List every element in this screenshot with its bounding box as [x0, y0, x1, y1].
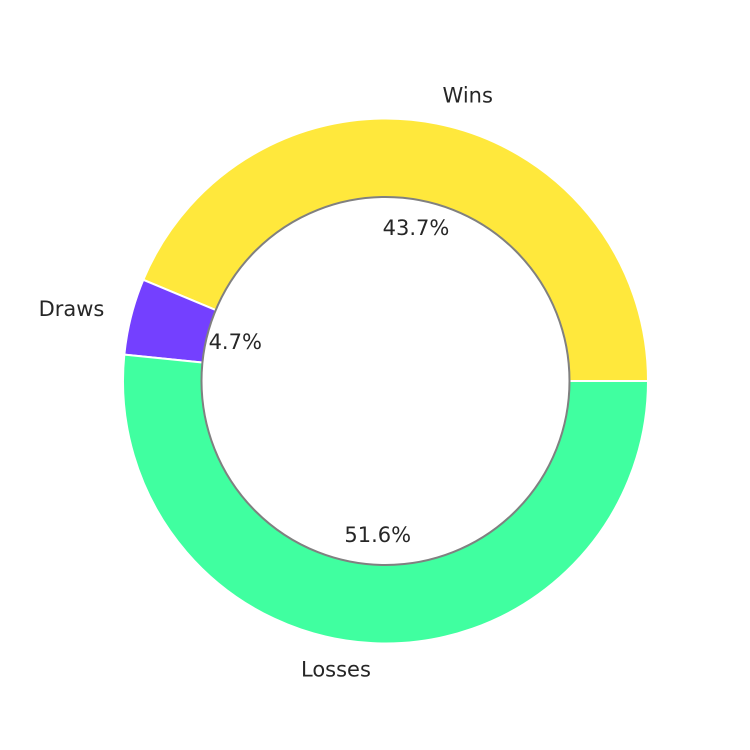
pct-label-draws: 4.7%	[209, 330, 262, 354]
center-hole	[200, 196, 571, 566]
pct-label-wins: 43.7%	[383, 216, 450, 240]
slice-label-losses: Losses	[301, 658, 371, 682]
pct-label-losses: 51.6%	[344, 523, 411, 547]
slice-label-wins: Wins	[443, 84, 493, 108]
slice-label-draws: Draws	[39, 297, 105, 321]
labels-group: Wins 43.7% Draws 4.7% Losses 51.6%	[39, 84, 493, 682]
